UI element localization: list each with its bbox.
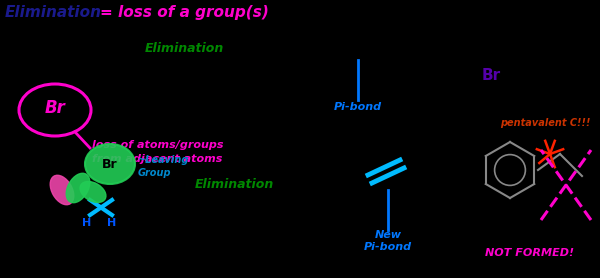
Text: Elimination: Elimination <box>5 5 102 20</box>
Text: = loss of a group(s): = loss of a group(s) <box>100 5 269 20</box>
Text: Elimination: Elimination <box>145 42 224 55</box>
Text: Pi-bond: Pi-bond <box>334 102 382 112</box>
Text: Br: Br <box>44 99 65 117</box>
Text: pentavalent C!!!: pentavalent C!!! <box>500 118 590 128</box>
Text: Br: Br <box>102 158 118 170</box>
Ellipse shape <box>66 173 90 203</box>
Text: Br: Br <box>482 68 501 83</box>
Text: H: H <box>82 218 92 228</box>
Text: H: H <box>107 218 116 228</box>
Ellipse shape <box>80 182 106 202</box>
Ellipse shape <box>50 175 74 205</box>
Text: ~Leaving
Group: ~Leaving Group <box>138 155 190 178</box>
Text: New
Pi-bond: New Pi-bond <box>364 230 412 252</box>
Text: NOT FORMED!: NOT FORMED! <box>485 248 575 258</box>
Ellipse shape <box>85 144 135 184</box>
Text: Elimination: Elimination <box>195 178 274 191</box>
Text: loss of atoms/groups
from adjacent atoms: loss of atoms/groups from adjacent atoms <box>92 140 223 164</box>
